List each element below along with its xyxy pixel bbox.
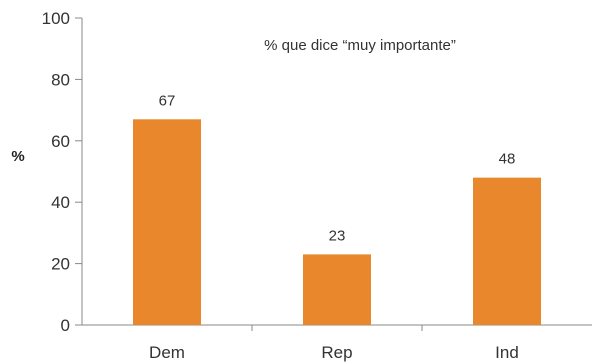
y-tick-label: 100 (42, 9, 70, 28)
y-tick-label: 80 (51, 70, 70, 89)
chart-annotation: % que dice “muy importante” (264, 37, 456, 54)
x-axis (82, 324, 592, 331)
y-tick-label: 60 (51, 132, 70, 151)
category-labels: Dem Rep Ind (149, 343, 519, 362)
data-label-rep: 23 (329, 227, 346, 244)
category-label-ind: Ind (495, 343, 519, 362)
bars (133, 119, 541, 325)
bar-dem (133, 119, 201, 325)
y-tick-label: 20 (51, 255, 70, 274)
bar-rep (303, 254, 371, 325)
data-label-dem: 67 (159, 92, 176, 109)
category-label-rep: Rep (321, 343, 352, 362)
data-label-ind: 48 (499, 151, 516, 168)
y-tick-label: 40 (51, 193, 70, 212)
category-label-dem: Dem (149, 343, 185, 362)
y-tick-label: 0 (61, 316, 70, 335)
data-labels: 67 23 48 (159, 92, 516, 244)
bar-ind (473, 177, 541, 325)
y-axis-label: % (11, 148, 24, 165)
y-axis: 0 20 40 60 80 100 (42, 9, 83, 335)
